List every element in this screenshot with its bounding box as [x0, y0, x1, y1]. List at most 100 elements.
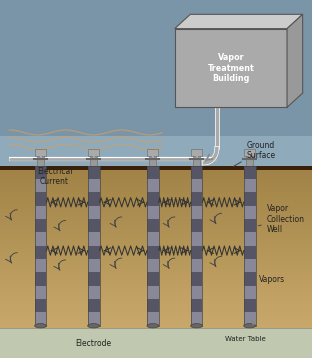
Bar [88, 166, 100, 179]
Bar [244, 149, 255, 156]
Bar [0, 225, 312, 229]
Bar [88, 313, 100, 326]
Bar [147, 286, 159, 299]
Bar [147, 232, 159, 246]
Bar [244, 232, 256, 246]
Bar [88, 166, 100, 326]
Bar [0, 328, 312, 358]
Bar [0, 248, 312, 253]
Bar [191, 259, 202, 272]
Bar [244, 166, 256, 326]
Text: Vapor
Treatment
Building: Vapor Treatment Building [207, 53, 254, 83]
Bar [0, 233, 312, 237]
Bar [0, 284, 312, 288]
Bar [35, 149, 46, 156]
Bar [175, 29, 287, 107]
Bar [147, 166, 159, 326]
Bar [35, 166, 46, 179]
Bar [0, 308, 312, 312]
Text: Water Table: Water Table [225, 336, 266, 342]
Bar [147, 299, 159, 313]
Bar [0, 245, 312, 249]
Bar [35, 179, 46, 192]
Bar [0, 0, 312, 136]
Bar [0, 189, 312, 194]
Bar [0, 311, 312, 316]
Bar [0, 170, 312, 174]
Bar [244, 179, 256, 192]
Bar [35, 166, 46, 326]
Bar [191, 179, 202, 192]
Bar [147, 149, 158, 156]
Bar [0, 209, 312, 213]
Bar [0, 276, 312, 280]
Bar [147, 219, 159, 232]
Bar [191, 313, 202, 326]
Bar [0, 288, 312, 292]
Bar [37, 154, 44, 166]
Bar [191, 206, 202, 219]
Bar [88, 246, 100, 259]
Ellipse shape [147, 324, 159, 328]
Bar [244, 193, 256, 206]
Bar [246, 154, 253, 166]
Bar [0, 136, 312, 166]
Text: Vapors: Vapors [259, 275, 285, 284]
Bar [0, 280, 312, 284]
Bar [149, 154, 156, 166]
Bar [244, 286, 256, 299]
Bar [35, 313, 46, 326]
Bar [35, 219, 46, 232]
Text: Electrical
Current: Electrical Current [37, 167, 72, 186]
Bar [0, 296, 312, 300]
Bar [0, 252, 312, 257]
Bar [0, 268, 312, 272]
Bar [0, 201, 312, 205]
Bar [0, 241, 312, 245]
Bar [244, 166, 256, 179]
Bar [191, 246, 202, 259]
Bar [0, 304, 312, 308]
Bar [147, 259, 159, 272]
Bar [147, 246, 159, 259]
Bar [0, 264, 312, 268]
Bar [0, 178, 312, 182]
Bar [88, 149, 99, 156]
Ellipse shape [35, 324, 46, 328]
Bar [88, 206, 100, 219]
Bar [0, 217, 312, 221]
Bar [88, 299, 100, 313]
Bar [244, 299, 256, 313]
Ellipse shape [88, 324, 100, 328]
Text: Vapor
Collection
Well: Vapor Collection Well [258, 204, 305, 234]
Bar [147, 166, 159, 179]
Bar [0, 323, 312, 328]
Bar [0, 221, 312, 225]
Bar [0, 193, 312, 198]
Bar [88, 232, 100, 246]
Bar [35, 299, 46, 313]
Bar [191, 166, 202, 179]
Bar [147, 179, 159, 192]
Bar [35, 286, 46, 299]
Bar [191, 219, 202, 232]
Text: Ground
Surface: Ground Surface [233, 141, 275, 166]
Bar [191, 286, 202, 299]
Bar [88, 219, 100, 232]
Bar [244, 259, 256, 272]
Bar [35, 206, 46, 219]
Bar [0, 315, 312, 320]
Ellipse shape [244, 324, 256, 328]
Bar [35, 272, 46, 286]
Bar [35, 232, 46, 246]
Bar [0, 256, 312, 261]
Text: Electrode: Electrode [76, 339, 112, 348]
Bar [147, 193, 159, 206]
Bar [35, 246, 46, 259]
Bar [147, 272, 159, 286]
Bar [88, 179, 100, 192]
Bar [0, 166, 312, 170]
Bar [0, 292, 312, 296]
Bar [147, 206, 159, 219]
Bar [191, 232, 202, 246]
